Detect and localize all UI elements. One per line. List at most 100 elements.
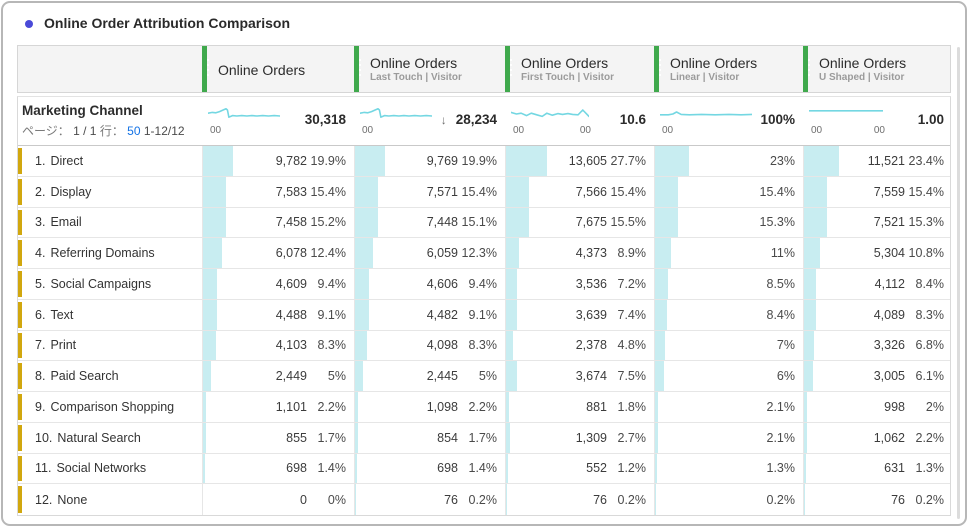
row-label[interactable]: 8. Paid Search <box>18 361 202 391</box>
cell-percent: 7.5% <box>617 369 647 384</box>
data-cell[interactable]: 13,605 27.7% <box>505 146 654 176</box>
vertical-scrollbar[interactable] <box>957 47 960 519</box>
data-cell[interactable]: 2.1% <box>654 392 803 422</box>
panel-bullet-icon[interactable] <box>25 20 33 28</box>
cell-bar <box>804 330 815 361</box>
data-cell[interactable]: 552 1.2% <box>505 453 654 484</box>
column-header-1[interactable]: Online Orders <box>202 46 354 92</box>
data-cell[interactable]: 2.1% <box>654 422 803 453</box>
drag-handle-icon[interactable] <box>207 59 209 79</box>
cell-bar <box>506 207 529 238</box>
data-cell[interactable]: 854 1.7% <box>354 422 505 453</box>
row-label[interactable]: 11. Social Networks <box>18 454 202 484</box>
cell-value: 7,571 <box>426 184 458 199</box>
drag-handle-icon[interactable] <box>659 59 661 79</box>
row-label[interactable]: 7. Print <box>18 331 202 361</box>
data-cell[interactable]: 9,782 19.9% <box>202 146 354 176</box>
rows-per-page-link[interactable]: 50 <box>127 124 141 138</box>
data-cell[interactable]: 4,488 9.1% <box>202 299 354 330</box>
row-label[interactable]: 4. Referring Domains <box>18 238 202 268</box>
row-label[interactable]: 12. None <box>18 484 202 515</box>
data-cell[interactable]: 698 1.4% <box>202 453 354 484</box>
data-cell[interactable]: 3,674 7.5% <box>505 361 654 391</box>
total-cell-1[interactable]: 00 30,318 <box>202 97 354 145</box>
data-cell[interactable]: 2,378 4.8% <box>505 330 654 361</box>
drag-handle-icon[interactable] <box>359 59 361 79</box>
data-cell[interactable]: 3,005 6.1% <box>803 361 952 391</box>
data-cell[interactable]: 7,571 15.4% <box>354 176 505 207</box>
data-cell[interactable]: 4,373 8.9% <box>505 238 654 268</box>
data-cell[interactable]: 9,769 19.9% <box>354 146 505 176</box>
data-cell[interactable]: 23% <box>654 146 803 176</box>
data-cell[interactable]: 3,536 7.2% <box>505 269 654 299</box>
data-cell[interactable]: 2,445 5% <box>354 361 505 391</box>
data-cell[interactable]: 15.3% <box>654 207 803 238</box>
data-cell[interactable]: 698 1.4% <box>354 453 505 484</box>
data-cell[interactable]: 7,448 15.1% <box>354 207 505 238</box>
data-cell[interactable]: 8.5% <box>654 269 803 299</box>
data-cell[interactable]: 1,098 2.2% <box>354 392 505 422</box>
data-cell[interactable]: 7,675 15.5% <box>505 207 654 238</box>
cell-bar <box>655 392 659 422</box>
total-cell-2[interactable]: 00 ↓ 28,234 <box>354 97 505 145</box>
row-label[interactable]: 9. Comparison Shopping <box>18 392 202 422</box>
data-cell[interactable]: 11% <box>654 238 803 268</box>
data-cell[interactable]: 881 1.8% <box>505 392 654 422</box>
column-header-4[interactable]: Online Orders Linear | Visitor <box>654 46 803 92</box>
data-cell[interactable]: 4,609 9.4% <box>202 269 354 299</box>
data-cell[interactable]: 0 0% <box>202 484 354 515</box>
data-cell[interactable]: 7,583 15.4% <box>202 176 354 207</box>
data-cell[interactable]: 3,326 6.8% <box>803 330 952 361</box>
data-cell[interactable]: 2,449 5% <box>202 361 354 391</box>
data-cell[interactable]: 11,521 23.4% <box>803 146 952 176</box>
data-cell[interactable]: 4,482 9.1% <box>354 299 505 330</box>
data-cell[interactable]: 7,521 15.3% <box>803 207 952 238</box>
data-cell[interactable]: 4,606 9.4% <box>354 269 505 299</box>
data-cell[interactable]: 15.4% <box>654 176 803 207</box>
data-cell[interactable]: 8.4% <box>654 299 803 330</box>
data-cell[interactable]: 6% <box>654 361 803 391</box>
data-cell[interactable]: 998 2% <box>803 392 952 422</box>
data-cell[interactable]: 76 0.2% <box>505 484 654 515</box>
data-cell[interactable]: 4,089 8.3% <box>803 299 952 330</box>
data-cell[interactable]: 1.3% <box>654 453 803 484</box>
data-cell[interactable]: 855 1.7% <box>202 422 354 453</box>
data-cell[interactable]: 7,458 15.2% <box>202 207 354 238</box>
total-cell-3[interactable]: 00 00 10.6 <box>505 97 654 145</box>
sort-descending-icon[interactable]: ↓ <box>440 113 447 127</box>
data-cell[interactable]: 1,309 2.7% <box>505 422 654 453</box>
data-cell[interactable]: 1,062 2.2% <box>803 422 952 453</box>
data-cell[interactable]: 5,304 10.8% <box>803 238 952 268</box>
cell-value: 552 <box>586 461 607 476</box>
data-cell[interactable]: 631 1.3% <box>803 453 952 484</box>
row-label[interactable]: 5. Social Campaigns <box>18 269 202 299</box>
data-cell[interactable]: 4,112 8.4% <box>803 269 952 299</box>
column-header-5[interactable]: Online Orders U Shaped | Visitor <box>803 46 952 92</box>
data-cell[interactable]: 76 0.2% <box>803 484 952 515</box>
row-label[interactable]: 1. Direct <box>18 146 202 176</box>
data-cell[interactable]: 1,101 2.2% <box>202 392 354 422</box>
total-cell-4[interactable]: 00 100% <box>654 97 803 145</box>
total-value: 100% <box>760 112 795 127</box>
data-cell[interactable]: 7,566 15.4% <box>505 176 654 207</box>
data-cell[interactable]: 0.2% <box>654 484 803 515</box>
data-cell[interactable]: 7,559 15.4% <box>803 176 952 207</box>
row-label[interactable]: 3. Email <box>18 208 202 238</box>
column-header-2[interactable]: Online Orders Last Touch | Visitor <box>354 46 505 92</box>
drag-handle-icon[interactable] <box>808 59 810 79</box>
dimension-name[interactable]: Marketing Channel <box>22 103 143 118</box>
data-cell[interactable]: 6,078 12.4% <box>202 238 354 268</box>
table-body: Marketing Channel ページ： 1 / 1 行： 50 1-12/… <box>17 96 951 516</box>
row-label[interactable]: 10. Natural Search <box>18 423 202 453</box>
drag-handle-icon[interactable] <box>510 59 512 79</box>
row-label[interactable]: 6. Text <box>18 300 202 330</box>
data-cell[interactable]: 3,639 7.4% <box>505 299 654 330</box>
data-cell[interactable]: 6,059 12.3% <box>354 238 505 268</box>
data-cell[interactable]: 4,103 8.3% <box>202 330 354 361</box>
column-header-3[interactable]: Online Orders First Touch | Visitor <box>505 46 654 92</box>
row-label[interactable]: 2. Display <box>18 177 202 207</box>
total-cell-5[interactable]: 00 00 1.00 <box>803 97 952 145</box>
data-cell[interactable]: 7% <box>654 330 803 361</box>
data-cell[interactable]: 4,098 8.3% <box>354 330 505 361</box>
data-cell[interactable]: 76 0.2% <box>354 484 505 515</box>
